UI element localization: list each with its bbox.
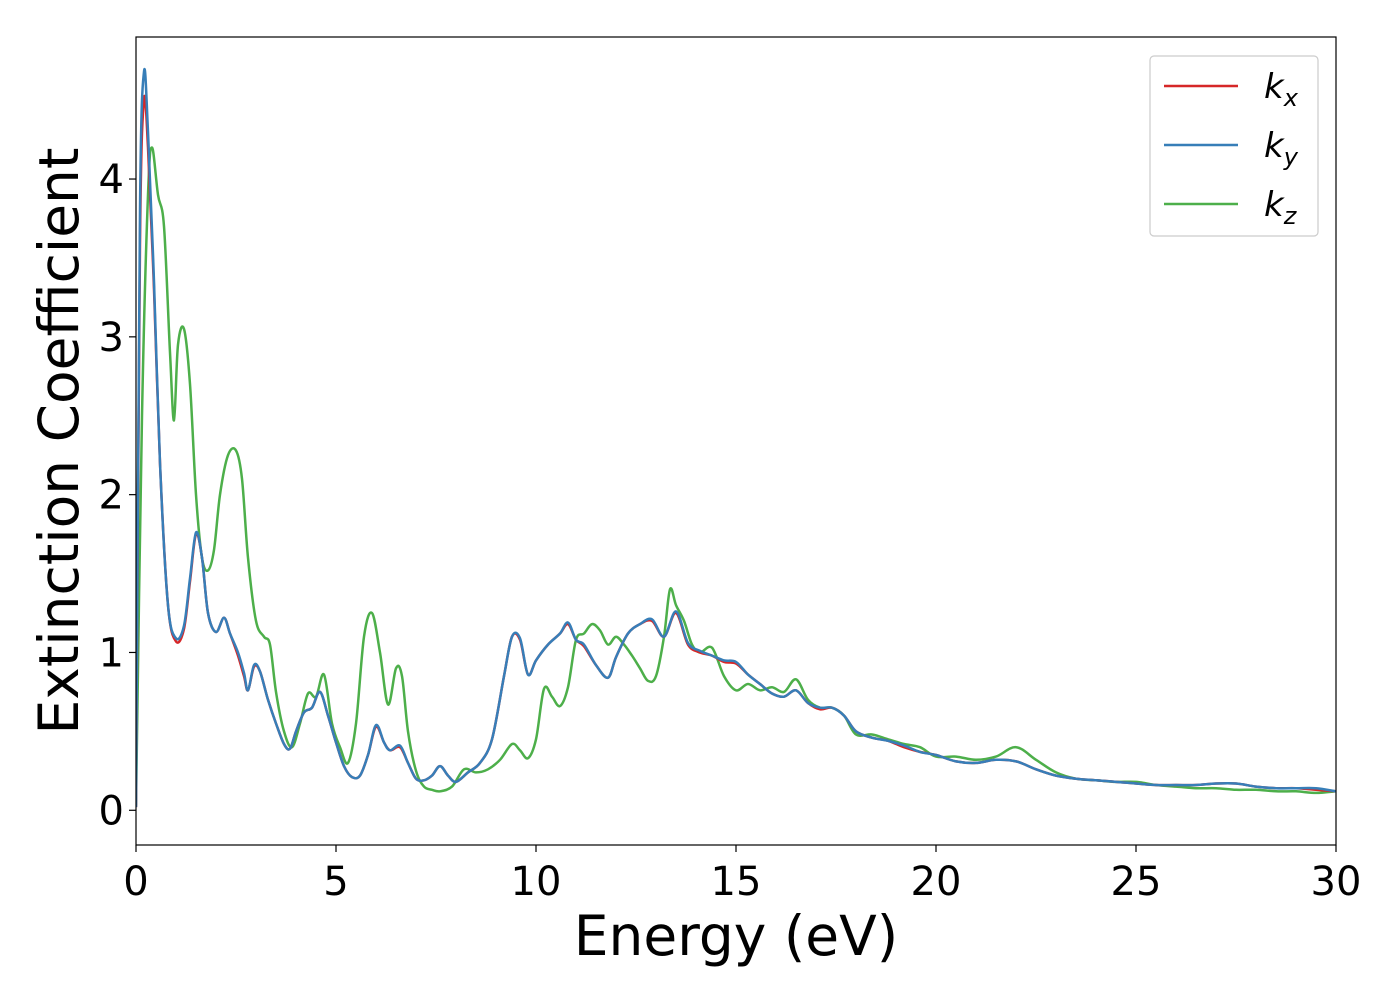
y-axis-label: Extinction Coefficient (27, 148, 91, 735)
y-tick-label: 0 (99, 788, 124, 834)
axis-ticks: 0 5 10 15 20 25 30 0 1 2 3 4 (99, 157, 1362, 905)
y-tick-label: 1 (99, 630, 124, 676)
x-axis-label: Energy (eV) (574, 904, 898, 968)
x-tick-label: 20 (911, 859, 962, 905)
x-tick-label: 30 (1311, 859, 1362, 905)
series-line-kz (136, 146, 1336, 806)
x-tick-label: 10 (511, 859, 562, 905)
x-tick-label: 5 (323, 859, 348, 905)
legend-label-subscript: y (1283, 143, 1299, 171)
series-line-ky (136, 68, 1336, 808)
legend-label-ky: ky (1264, 126, 1299, 171)
legend-label-kx: kx (1264, 67, 1299, 112)
legend-label-base: k (1264, 185, 1285, 225)
legend-label-base: k (1264, 126, 1285, 166)
x-tick-label: 15 (711, 859, 762, 905)
series-lines (136, 68, 1336, 808)
y-tick-label: 2 (99, 473, 124, 519)
legend-label-subscript: z (1283, 202, 1298, 230)
y-tick-label: 3 (99, 315, 124, 361)
legend-label-kz: kz (1264, 185, 1298, 230)
legend-label-subscript: x (1283, 84, 1299, 112)
y-tick-label: 4 (99, 157, 124, 203)
x-tick-label: 25 (1111, 859, 1162, 905)
x-tick-label: 0 (123, 859, 148, 905)
legend-label-base: k (1264, 67, 1285, 107)
